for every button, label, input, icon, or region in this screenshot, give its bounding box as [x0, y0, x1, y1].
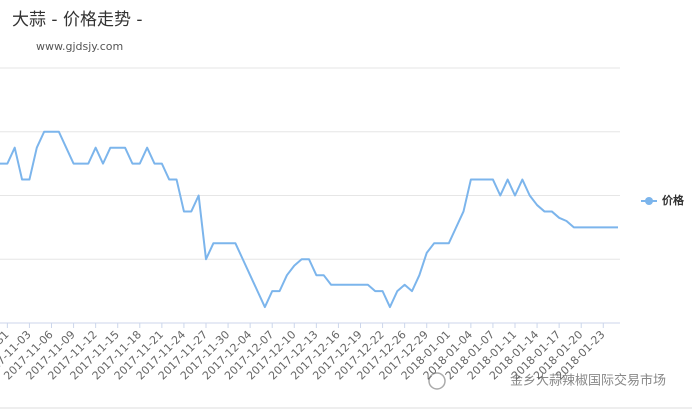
chart-subtitle: www.gjdsjy.com: [36, 40, 123, 53]
legend-label: 价格: [662, 193, 685, 207]
series-line: [0, 130, 618, 309]
chart-title: 大蒜 - 价格走势 -: [12, 10, 142, 30]
legend-marker: [645, 197, 653, 205]
watermark: 金乡大蒜辣椒国际交易市场: [510, 373, 666, 389]
watermark-icon: [428, 372, 446, 390]
